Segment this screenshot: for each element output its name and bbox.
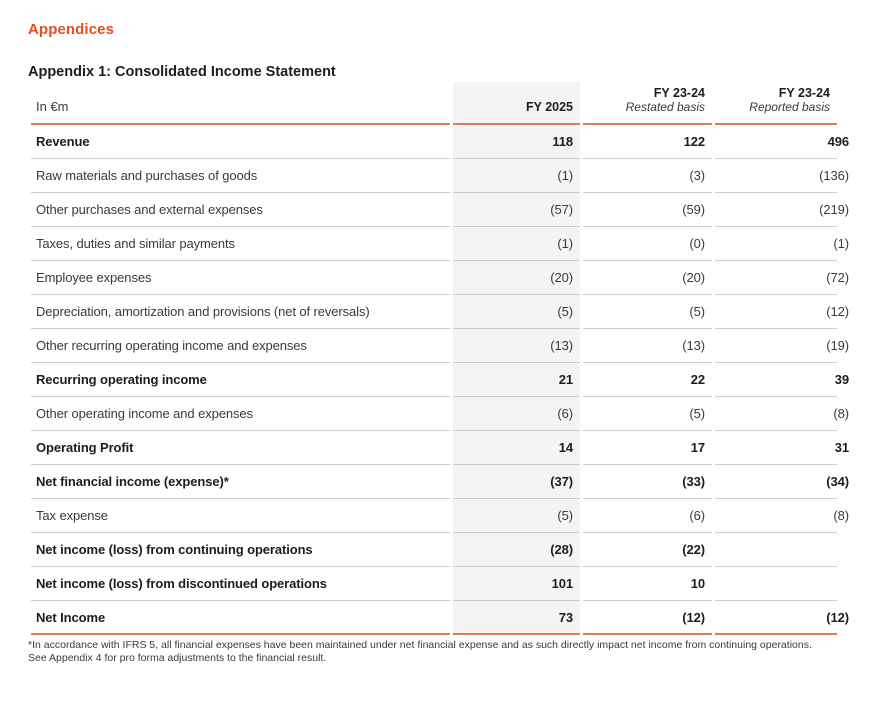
row-label: Tax expense: [31, 499, 450, 533]
cell-fy2025: (6): [453, 397, 580, 431]
cell-reported: (8): [715, 397, 849, 431]
cell-restated: (5): [583, 397, 712, 431]
cell-reported: (19): [715, 329, 849, 363]
row-label: Net income (loss) from discontinued oper…: [31, 567, 450, 601]
row-label: Recurring operating income: [31, 363, 450, 397]
column-header-fy2025: FY 2025: [453, 82, 580, 125]
column-header-label: FY 23-24: [778, 86, 830, 100]
table-row: Operating Profit 14 17 31: [31, 431, 849, 465]
cell-fy2025: (37): [453, 465, 580, 499]
cell-fy2025: 118: [453, 125, 580, 159]
table-row: Taxes, duties and similar payments (1) (…: [31, 227, 849, 261]
cell-restated: (3): [583, 159, 712, 193]
cell-reported: [715, 567, 837, 601]
cell-reported: 496: [715, 125, 849, 159]
column-header-fy2324-restated: FY 23-24 Restated basis: [583, 82, 712, 125]
column-header-sublabel: Reported basis: [749, 100, 830, 114]
cell-restated: 22: [583, 363, 712, 397]
table-row: Other purchases and external expenses (5…: [31, 193, 849, 227]
cell-fy2025: (57): [453, 193, 580, 227]
row-label: Other purchases and external expenses: [31, 193, 450, 227]
table-row: Net income (loss) from discontinued oper…: [31, 567, 837, 601]
table-row: Recurring operating income 21 22 39: [31, 363, 849, 397]
table-row: Net financial income (expense)* (37) (33…: [31, 465, 849, 499]
income-statement-table: In €m FY 2025 FY 23-24 Restated basis FY…: [28, 82, 849, 635]
cell-reported: (136): [715, 159, 849, 193]
row-label: Revenue: [31, 125, 450, 159]
table-row: Other recurring operating income and exp…: [31, 329, 849, 363]
table-header-row: In €m FY 2025 FY 23-24 Restated basis FY…: [31, 82, 837, 125]
cell-reported: (34): [715, 465, 849, 499]
cell-fy2025: (20): [453, 261, 580, 295]
cell-fy2025: (28): [453, 533, 580, 567]
column-header-sublabel: Restated basis: [625, 100, 705, 114]
table-row: Other operating income and expenses (6) …: [31, 397, 849, 431]
ifrs5-footnote: *In accordance with IFRS 5, all financia…: [28, 639, 812, 664]
row-label: Net income (loss) from continuing operat…: [31, 533, 450, 567]
cell-restated: (33): [583, 465, 712, 499]
table-row: Net Income 73 (12) (12): [31, 601, 849, 635]
cell-fy2025: 73: [453, 601, 580, 635]
cell-restated: 10: [583, 567, 712, 601]
appendix-title: Appendix 1: Consolidated Income Statemen…: [28, 64, 336, 80]
row-label: Other operating income and expenses: [31, 397, 450, 431]
row-label: Net financial income (expense)*: [31, 465, 450, 499]
cell-restated: (5): [583, 295, 712, 329]
row-label: Raw materials and purchases of goods: [31, 159, 450, 193]
table-row: Tax expense (5) (6) (8): [31, 499, 849, 533]
column-header-label: FY 2025: [525, 100, 573, 114]
table-row: Depreciation, amortization and provision…: [31, 295, 849, 329]
table-row: Raw materials and purchases of goods (1)…: [31, 159, 849, 193]
cell-fy2025: (13): [453, 329, 580, 363]
cell-restated: (20): [583, 261, 712, 295]
cell-restated: (59): [583, 193, 712, 227]
cell-reported: 31: [715, 431, 849, 465]
row-label: Operating Profit: [31, 431, 450, 465]
row-label: Taxes, duties and similar payments: [31, 227, 450, 261]
cell-reported: (8): [715, 499, 849, 533]
section-title: Appendices: [28, 21, 115, 38]
cell-fy2025: (1): [453, 227, 580, 261]
cell-restated: (13): [583, 329, 712, 363]
cell-fy2025: (5): [453, 499, 580, 533]
cell-restated: 122: [583, 125, 712, 159]
table-row: Revenue 118 122 496: [31, 125, 849, 159]
cell-reported: (72): [715, 261, 849, 295]
cell-fy2025: 21: [453, 363, 580, 397]
cell-fy2025: (5): [453, 295, 580, 329]
table-row: Net income (loss) from continuing operat…: [31, 533, 837, 567]
cell-reported: (1): [715, 227, 849, 261]
cell-restated: (22): [583, 533, 712, 567]
page-content: Appendices Appendix 1: Consolidated Inco…: [28, 21, 849, 664]
cell-fy2025: (1): [453, 159, 580, 193]
row-label: Depreciation, amortization and provision…: [31, 295, 450, 329]
table-row: Employee expenses (20) (20) (72): [31, 261, 849, 295]
cell-reported: (12): [715, 295, 849, 329]
cell-fy2025: 101: [453, 567, 580, 601]
column-header-label: FY 23-24: [653, 86, 705, 100]
row-label: Net Income: [31, 601, 450, 635]
cell-restated: 17: [583, 431, 712, 465]
column-header-fy2324-reported: FY 23-24 Reported basis: [715, 82, 837, 125]
cell-restated: (6): [583, 499, 712, 533]
cell-reported: 39: [715, 363, 849, 397]
row-label: Employee expenses: [31, 261, 450, 295]
cell-restated: (0): [583, 227, 712, 261]
cell-fy2025: 14: [453, 431, 580, 465]
cell-restated: (12): [583, 601, 712, 635]
unit-label: In €m: [31, 82, 450, 125]
row-label: Other recurring operating income and exp…: [31, 329, 450, 363]
cell-reported: [715, 533, 837, 567]
cell-reported: (12): [715, 601, 849, 635]
cell-reported: (219): [715, 193, 849, 227]
